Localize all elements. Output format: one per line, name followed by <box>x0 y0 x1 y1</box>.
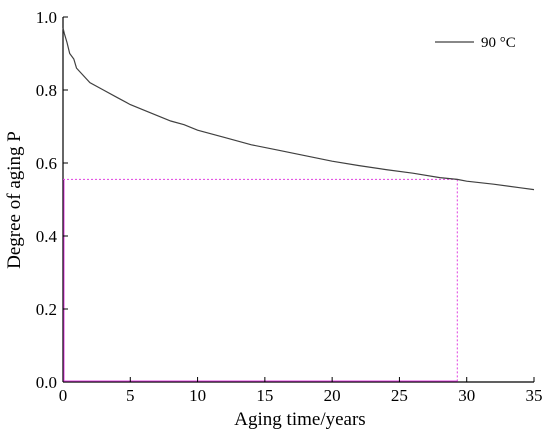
y-tick-label: 0.8 <box>36 81 57 100</box>
y-tick-label: 1.0 <box>36 8 57 27</box>
x-tick-label: 20 <box>324 386 341 405</box>
plot-area <box>62 17 535 383</box>
y-tick-label: 0.4 <box>36 227 58 246</box>
x-tick-label: 5 <box>126 386 135 405</box>
x-tick-label: 15 <box>256 386 273 405</box>
legend-label-90c: 90 °C <box>481 35 516 51</box>
y-tick-label: 0.6 <box>36 154 57 173</box>
x-tick-label: 35 <box>526 386 543 405</box>
x-tick-label: 10 <box>189 386 206 405</box>
y-tick-label: 0.0 <box>36 373 57 392</box>
series-line-90c <box>62 27 535 191</box>
x-tick-label: 30 <box>458 386 475 405</box>
x-tick-label: 25 <box>391 386 408 405</box>
y-tick-label: 0.2 <box>36 300 57 319</box>
axis-ticks: 0 5 10 15 20 25 30 35 0.0 0.2 0.4 0.6 0.8 1.0 <box>36 8 543 405</box>
y-axis-title: Degree of aging P <box>4 131 25 269</box>
legend: 90 °C <box>435 35 516 51</box>
x-axis-title: Aging time/years <box>234 409 365 430</box>
x-tick-label: 0 <box>59 386 68 405</box>
